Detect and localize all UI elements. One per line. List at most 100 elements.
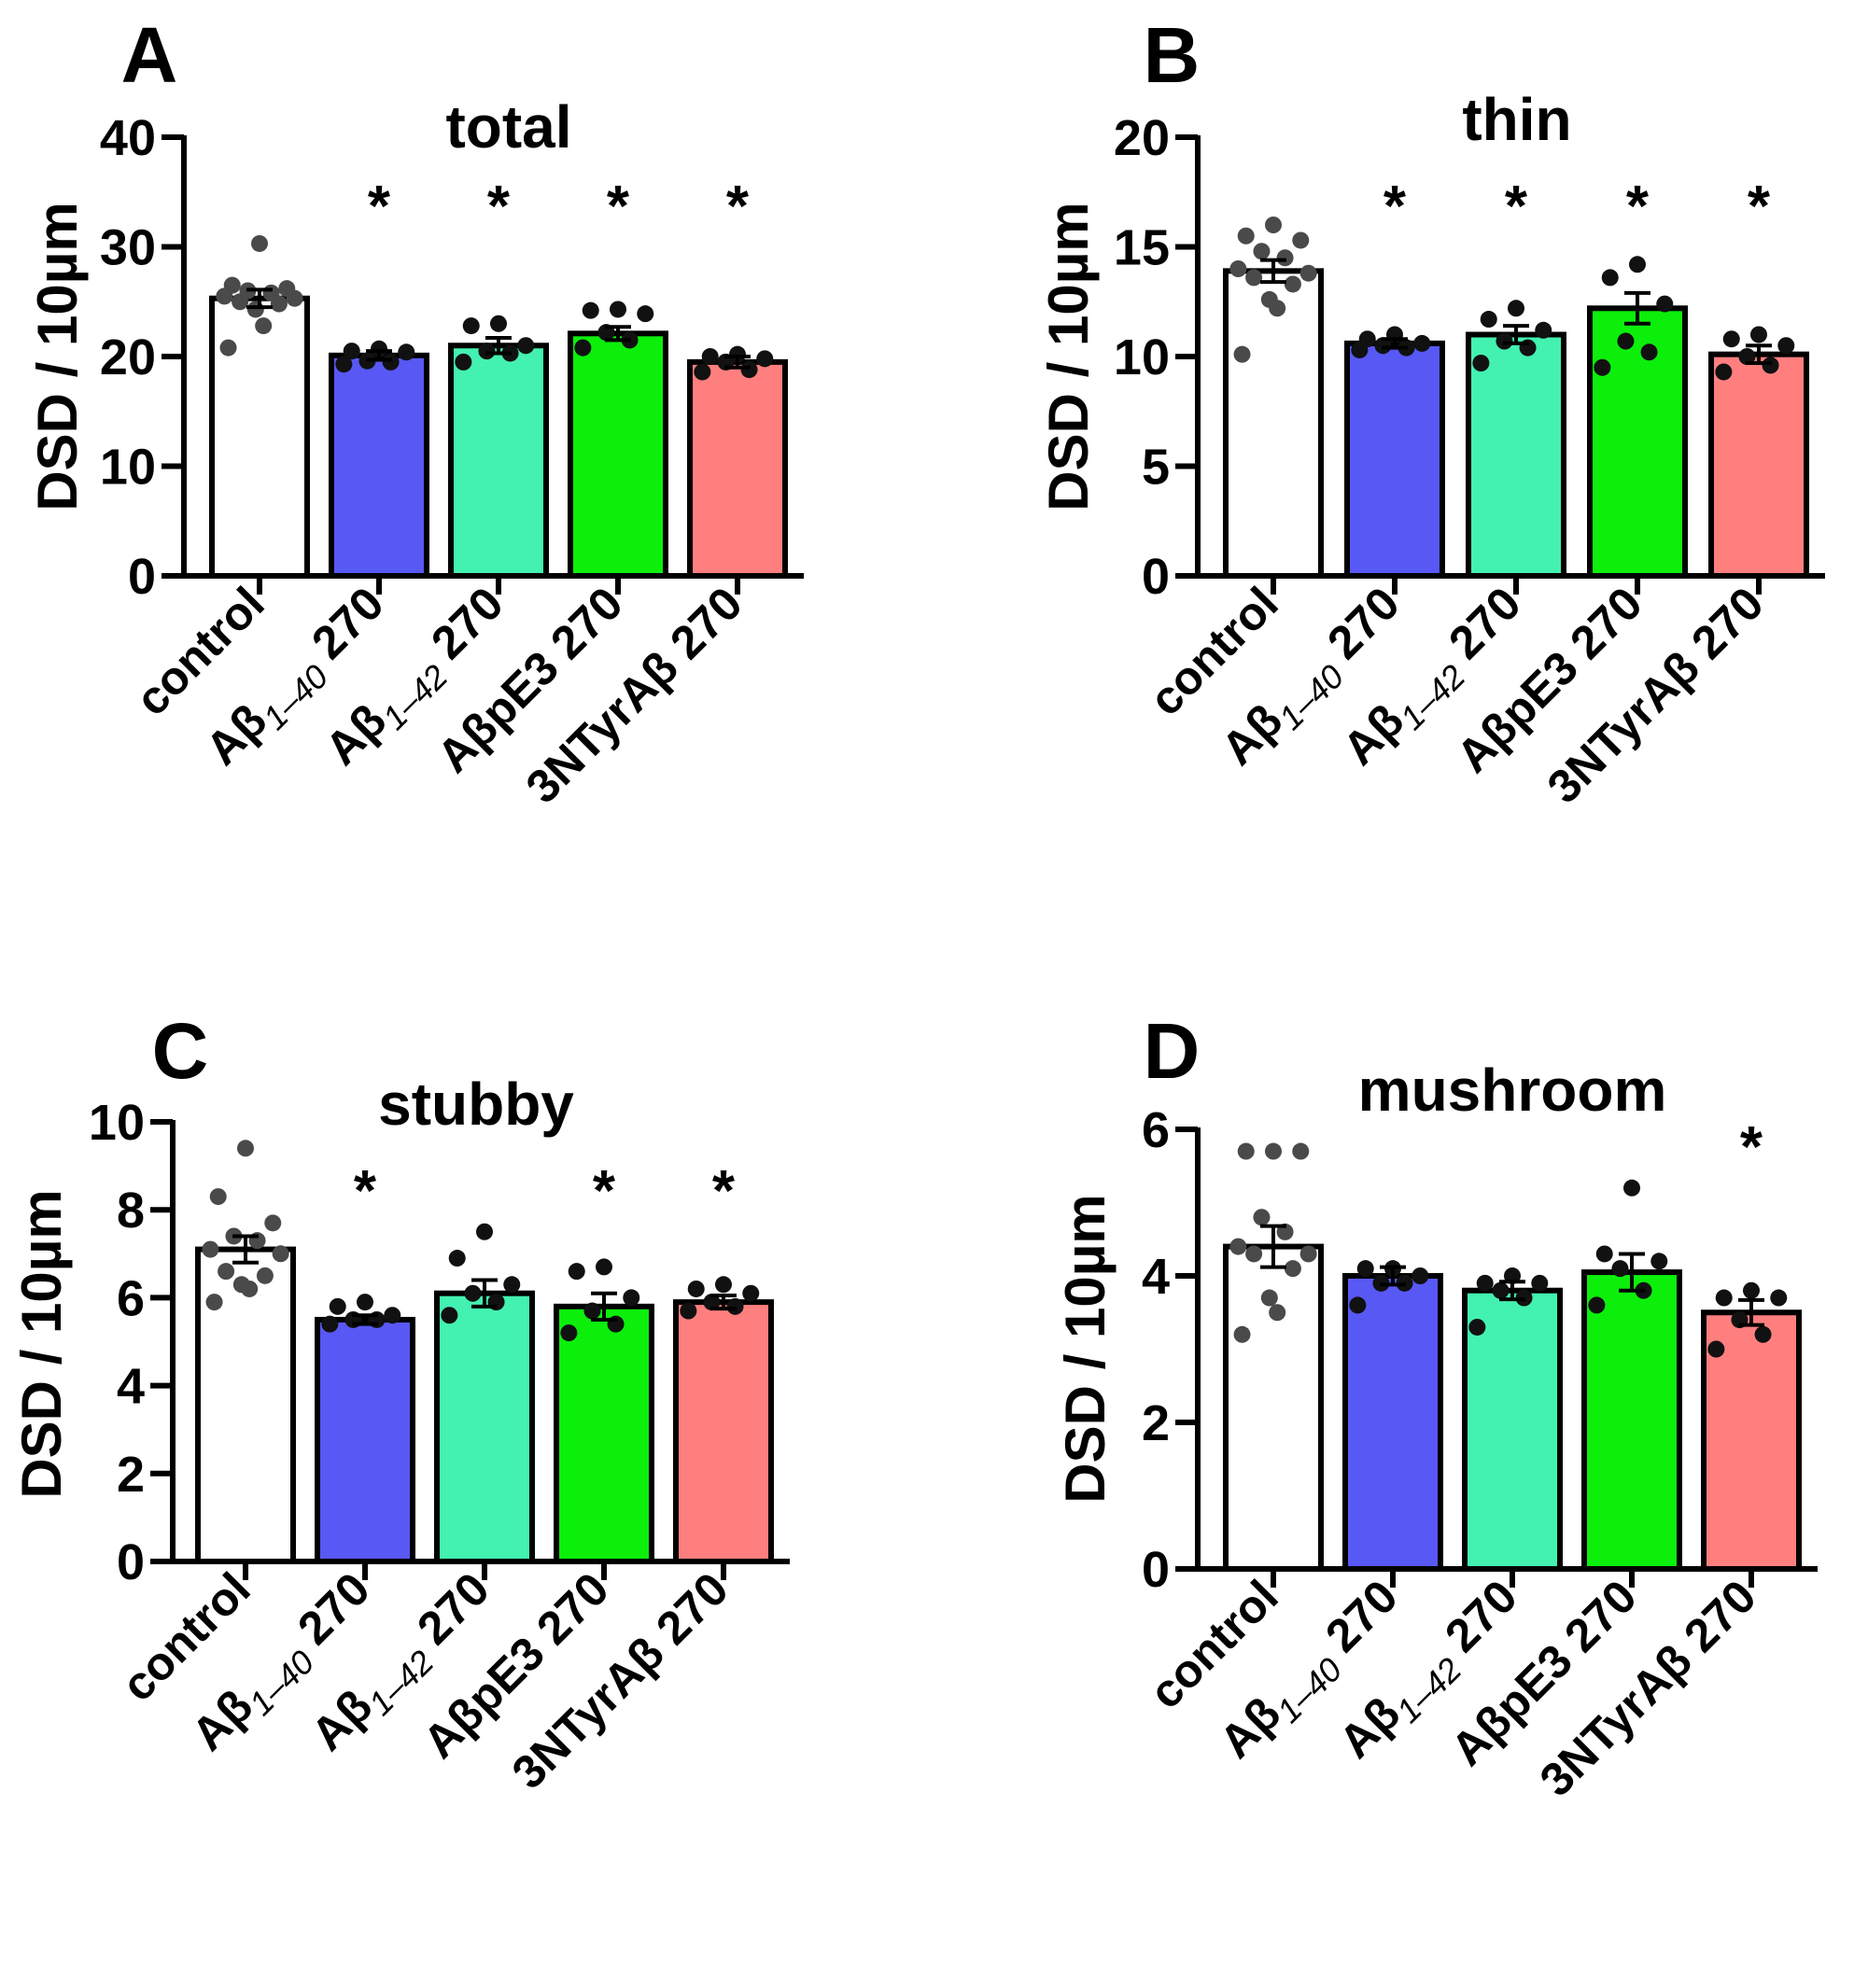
bar-3 <box>554 1303 654 1564</box>
data-point <box>1265 1142 1282 1160</box>
data-point <box>1253 1209 1271 1226</box>
chart-title: thin <box>1462 86 1571 153</box>
data-point <box>357 1294 373 1311</box>
y-axis-label: DSD / 10µm <box>10 1189 73 1498</box>
significance-star: * <box>1740 1115 1763 1180</box>
bar-1 <box>329 352 429 580</box>
data-point <box>574 339 592 357</box>
data-point <box>476 1223 493 1240</box>
data-point <box>1284 275 1301 293</box>
y-tick-label: 2 <box>1142 1395 1170 1451</box>
data-point <box>270 295 288 313</box>
data-point <box>232 293 249 311</box>
data-point <box>455 353 472 371</box>
data-point <box>610 301 626 318</box>
data-point <box>1743 1281 1760 1299</box>
data-point <box>1292 1142 1310 1160</box>
data-point <box>726 1297 744 1315</box>
data-point <box>382 353 400 371</box>
y-tick-label: 5 <box>1142 440 1170 496</box>
data-point <box>1496 332 1513 350</box>
y-tick-label: 10 <box>100 440 156 496</box>
data-point <box>216 287 233 305</box>
data-point <box>560 1324 578 1342</box>
data-point <box>1535 321 1552 339</box>
y-tick-label: 10 <box>1114 329 1170 385</box>
bar-4 <box>1708 351 1809 579</box>
chart-title: mushroom <box>1358 1057 1667 1124</box>
data-point <box>448 1250 466 1267</box>
data-point <box>1476 1274 1494 1292</box>
data-point <box>1508 300 1524 317</box>
bar-3 <box>1581 1269 1682 1572</box>
data-point <box>1265 217 1282 233</box>
y-tick-label: 15 <box>1114 220 1170 276</box>
data-point <box>1253 243 1271 260</box>
data-point <box>694 363 711 381</box>
significance-star: * <box>354 1159 377 1224</box>
data-point <box>1715 1289 1733 1307</box>
data-point <box>1349 1296 1367 1314</box>
data-point <box>1284 1260 1301 1278</box>
data-point <box>1233 345 1251 363</box>
data-point <box>1492 1281 1510 1299</box>
data-point <box>202 1240 219 1258</box>
data-point <box>490 315 507 332</box>
data-point <box>205 1294 223 1311</box>
data-point <box>272 1245 289 1263</box>
data-point <box>1245 269 1263 287</box>
significance-star: * <box>1505 175 1528 239</box>
data-point <box>637 305 654 323</box>
data-point <box>517 337 535 355</box>
y-tick-label: 6 <box>1142 1102 1170 1158</box>
data-point <box>384 1307 401 1324</box>
data-point <box>1594 358 1611 376</box>
significance-star: * <box>368 175 391 239</box>
data-point <box>715 1276 732 1294</box>
data-point <box>1601 269 1619 287</box>
data-point <box>1299 1245 1317 1263</box>
significance-star: * <box>1748 175 1771 239</box>
data-point <box>1480 311 1497 329</box>
category-label: 3NTyrAβ 270 <box>1538 577 1774 813</box>
data-point <box>286 289 303 307</box>
panel-letter: C <box>152 1007 209 1095</box>
category-text: 3NTyrAβ 270 <box>1538 577 1774 813</box>
data-point <box>703 1294 721 1311</box>
data-point <box>596 1258 612 1276</box>
chart-title: stubby <box>378 1071 574 1138</box>
data-point <box>1715 363 1733 381</box>
data-point <box>1351 341 1369 358</box>
data-point <box>462 317 480 335</box>
data-point <box>583 1302 601 1320</box>
bar-4 <box>687 358 788 579</box>
data-point <box>1777 337 1795 355</box>
data-point <box>1650 1253 1668 1270</box>
data-point <box>218 1263 235 1281</box>
data-point <box>335 356 353 373</box>
data-point <box>478 343 496 360</box>
y-tick-label: 10 <box>89 1095 145 1151</box>
data-point <box>756 350 774 368</box>
data-point <box>1413 334 1431 352</box>
data-point <box>1472 355 1490 372</box>
significance-star: * <box>607 175 630 239</box>
data-point <box>251 234 268 252</box>
y-tick-label: 0 <box>1142 549 1170 605</box>
significance-star: * <box>593 1159 616 1224</box>
significance-star: * <box>487 175 511 239</box>
bar-1 <box>1342 1273 1443 1572</box>
data-point <box>1233 1325 1251 1343</box>
data-point <box>371 340 387 357</box>
data-point <box>1738 348 1756 365</box>
bar-2 <box>1462 1287 1563 1572</box>
data-point <box>1229 1238 1247 1255</box>
data-point <box>441 1307 458 1324</box>
y-tick-label: 30 <box>100 220 156 276</box>
bar-0 <box>1223 268 1324 579</box>
data-point <box>464 1284 482 1302</box>
data-point <box>1237 227 1255 245</box>
data-point <box>343 343 360 360</box>
data-point <box>256 1267 274 1284</box>
